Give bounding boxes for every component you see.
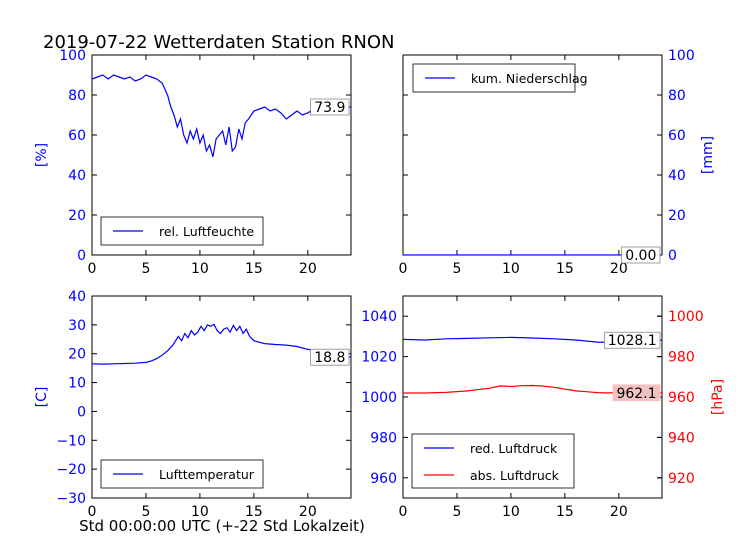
x-tick-label: 20 (610, 261, 628, 277)
x-tick-label: 15 (245, 261, 263, 277)
y-axis-label: [mm] (700, 136, 716, 174)
last-value-box (621, 246, 661, 264)
y-tick-label: 20 (668, 208, 686, 224)
x-tick-label: 20 (299, 504, 317, 520)
x-tick-label: 10 (191, 504, 209, 520)
x-tick-label: 5 (141, 504, 150, 520)
y-tick-label: 40 (68, 168, 86, 184)
y-tick-label: 80 (668, 88, 686, 104)
x-tick-label: 15 (245, 504, 263, 520)
y2-tick-label: 920 (668, 471, 695, 487)
y-tick-label: 100 (668, 48, 695, 64)
x-tick-label: 5 (141, 261, 150, 277)
y-tick-label: −10 (56, 433, 86, 449)
y-tick-label: 1040 (361, 309, 397, 325)
y-tick-label: 40 (668, 168, 686, 184)
y-tick-label: 60 (668, 128, 686, 144)
y-tick-label: −30 (56, 491, 86, 507)
y-tick-label: 20 (68, 208, 86, 224)
x-axis-label: Std 00:00:00 UTC (+-22 Std Lokalzeit) (79, 517, 365, 535)
precipitation-panel: 0 5 10 15 20 0 20 40 60 80 100 [mm] 0.00 kum. Nieders… (399, 48, 716, 277)
legend-label: abs. Luftdruck (470, 468, 560, 483)
y2-tick-label: 980 (668, 350, 695, 366)
last-value-box (612, 384, 661, 402)
x-tick-label: 10 (191, 261, 209, 277)
x-tick-label: 10 (502, 261, 520, 277)
last-value-box (310, 98, 350, 116)
y-tick-label: 60 (68, 128, 86, 144)
x-tick-label: 15 (556, 504, 574, 520)
y-axis-label: [%] (34, 143, 50, 167)
last-value-label: 73.9 (314, 100, 345, 116)
x-tick-label: 0 (88, 261, 97, 277)
figure-title: 2019-07-22 Wetterdaten Station RNON (43, 32, 394, 53)
humidity-panel: 0 5 10 15 20 0 20 40 60 80 100 [%] 73.9 rel. Luftfeuc… (34, 48, 352, 277)
temperature-panel: 0 5 10 15 20 −30 −20 −10 0 10 20 30 40 [C] 18.8 Lufttem… (34, 289, 352, 520)
legend-label: Lufttemperatur (159, 467, 255, 482)
legend-label: red. Luftdruck (470, 441, 558, 456)
x-tick-label: 20 (299, 261, 317, 277)
y-tick-label: 1020 (361, 350, 397, 366)
y-tick-label: 20 (68, 347, 86, 363)
y2-tick-label: 940 (668, 430, 695, 446)
x-tick-label: 0 (399, 504, 408, 520)
last-value-label: 18.8 (314, 350, 345, 366)
y-tick-label: 0 (77, 248, 86, 264)
y-tick-label: 0 (668, 248, 677, 264)
x-tick-label: 10 (502, 504, 520, 520)
y-tick-label: 40 (68, 289, 86, 305)
last-value-box (310, 348, 350, 366)
y-tick-label: 80 (68, 88, 86, 104)
legend-box (411, 433, 575, 489)
y2-axis-label: [hPa] (710, 379, 726, 415)
legend-label: kum. Niederschlag (471, 71, 588, 86)
x-tick-label: 20 (610, 504, 628, 520)
pressure-panel: 0 5 10 15 20 960 980 1000 1020 1040 920 940 960 980 10… (361, 295, 726, 520)
y-tick-label: −20 (56, 462, 86, 478)
y-tick-label: 980 (370, 430, 397, 446)
y2-tick-label: 1000 (668, 309, 704, 325)
x-tick-label: 5 (452, 504, 461, 520)
last-value-label: 0.00 (625, 248, 656, 264)
y-tick-label: 960 (370, 471, 397, 487)
x-tick-label: 5 (452, 261, 461, 277)
last-value-label: 962.1 (616, 386, 656, 402)
x-tick-label: 15 (556, 261, 574, 277)
y-tick-label: 30 (68, 318, 86, 334)
y-tick-label: 1000 (361, 390, 397, 406)
x-tick-label: 0 (399, 261, 408, 277)
y-tick-label: 0 (77, 404, 86, 420)
y-tick-label: 10 (68, 376, 86, 392)
y-tick-label: 100 (59, 48, 86, 64)
last-value-box (604, 331, 661, 349)
series-line (92, 74, 351, 158)
legend-label: rel. Luftfeuchte (159, 224, 254, 239)
last-value-label: 1028.1 (608, 333, 657, 349)
y2-tick-label: 960 (668, 390, 695, 406)
x-tick-label: 0 (88, 504, 97, 520)
y-axis-label: [C] (34, 387, 50, 408)
series-line (92, 323, 351, 365)
